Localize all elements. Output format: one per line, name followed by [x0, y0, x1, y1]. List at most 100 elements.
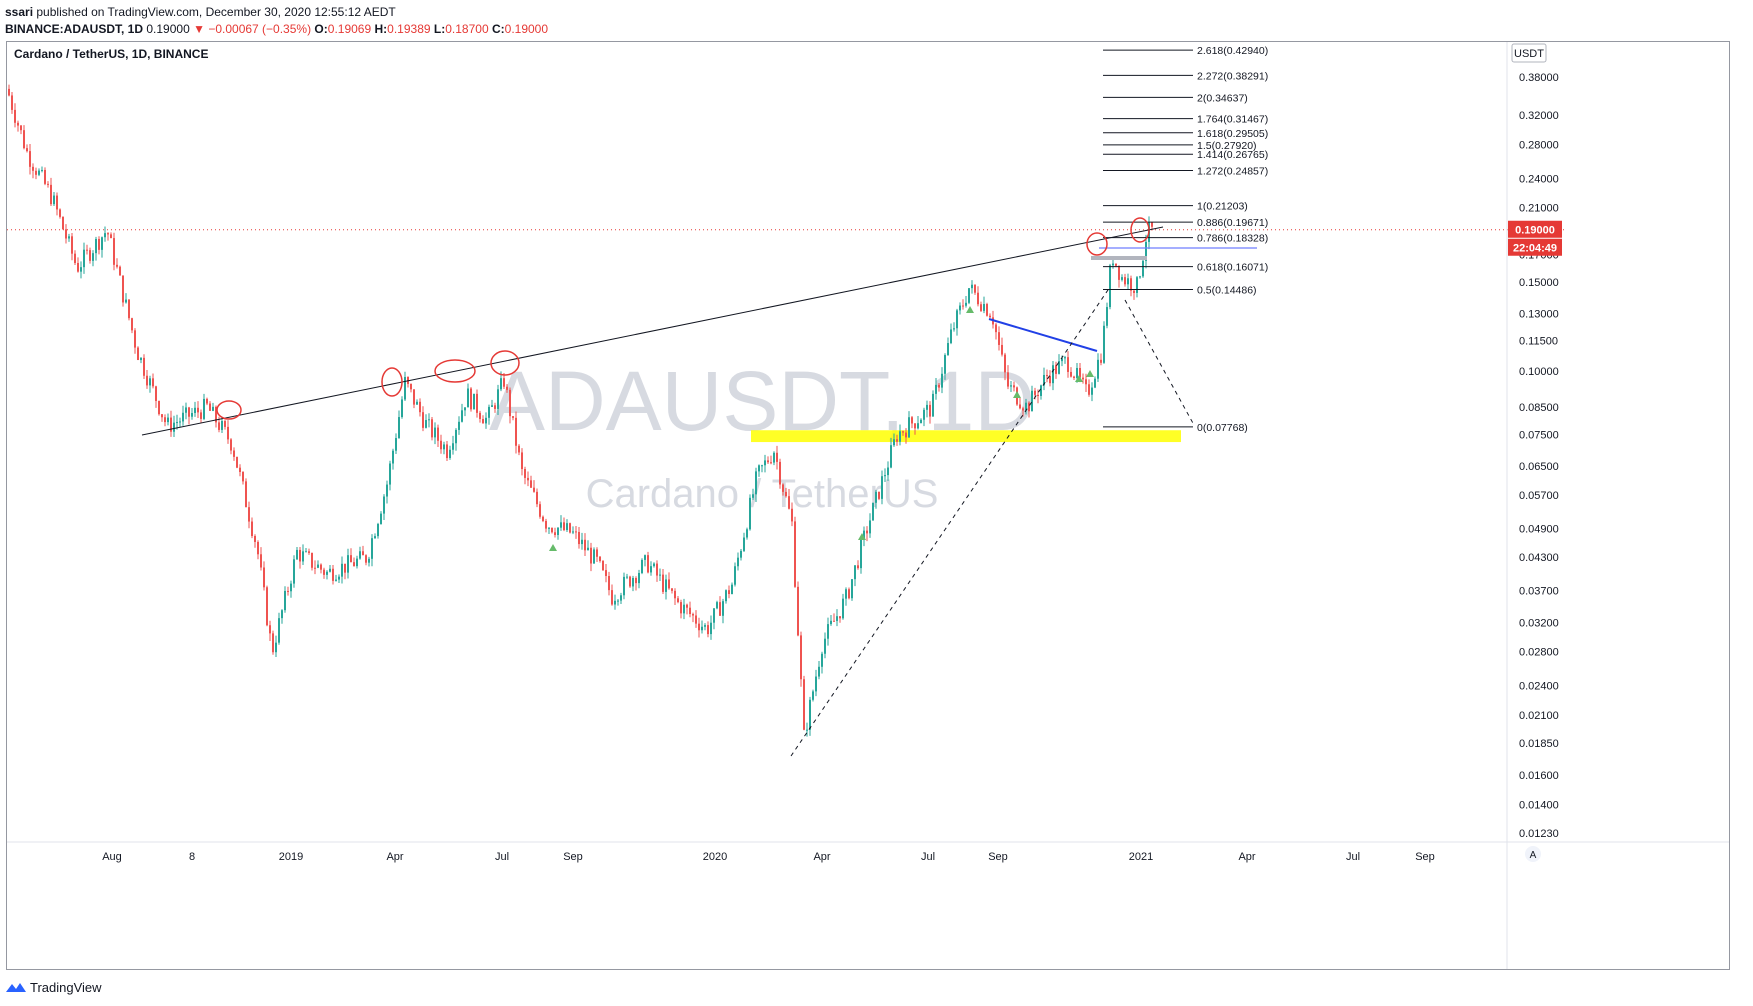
- price-chart[interactable]: ADAUSDT, 1D Cardano / TetherUS 2.618(0.4…: [7, 42, 1729, 969]
- y-tick-label: 0.21000: [1519, 203, 1559, 215]
- auto-scale-button[interactable]: [1525, 846, 1541, 862]
- candle-body: [236, 456, 238, 468]
- candle-body: [680, 602, 682, 614]
- candle-body: [239, 467, 241, 472]
- candle-body: [1130, 278, 1132, 291]
- candle-body: [245, 481, 247, 508]
- candle-body: [536, 491, 538, 505]
- candle-body: [500, 378, 502, 390]
- candle-body: [701, 626, 703, 631]
- candle-body: [1109, 265, 1111, 308]
- candle-body: [764, 460, 766, 466]
- candle-body: [1010, 385, 1012, 387]
- candle-body: [671, 588, 673, 591]
- candle-body: [638, 572, 640, 584]
- candle-body: [413, 389, 415, 405]
- candle-body: [710, 622, 712, 635]
- candle-body: [902, 431, 904, 433]
- candle-body: [269, 625, 271, 634]
- currency-badge[interactable]: [1511, 43, 1547, 63]
- candle-body: [908, 417, 910, 438]
- y-tick-label: 0.03700: [1519, 585, 1559, 597]
- candle-body: [704, 625, 706, 627]
- candle-body: [197, 407, 199, 413]
- candle-body: [320, 564, 322, 570]
- candle-body: [464, 407, 466, 411]
- tradingview-logo[interactable]: TradingView: [6, 980, 102, 995]
- candle-body: [740, 550, 742, 558]
- candle-body: [896, 439, 898, 442]
- candle-body: [17, 122, 19, 126]
- candle-body: [188, 407, 190, 417]
- candle-body: [83, 249, 85, 268]
- candle-body: [38, 170, 40, 175]
- candle-body: [323, 569, 325, 575]
- candle-body: [668, 579, 670, 589]
- candle-body: [251, 521, 253, 536]
- candle-body: [833, 620, 835, 622]
- candle-body: [770, 462, 772, 464]
- x-tick-label: Apr: [813, 851, 830, 863]
- candle-body: [302, 551, 304, 562]
- candle-body: [611, 590, 613, 605]
- candle-body: [113, 238, 115, 265]
- candle-body: [173, 422, 175, 432]
- candle-body: [944, 355, 946, 374]
- candle-body: [542, 516, 544, 521]
- candle-body: [716, 602, 718, 609]
- candle-body: [50, 184, 52, 205]
- x-tick-label: Jul: [1346, 851, 1360, 863]
- price-axis[interactable]: 0.380000.320000.280000.240000.210000.170…: [1519, 72, 1559, 840]
- time-axis[interactable]: Aug 8 2019 Apr Jul Sep 2020 Apr Jul Sep 2021 Apr Jul…: [102, 851, 1435, 863]
- candle-body: [521, 452, 523, 470]
- dashed-projection-down: [1124, 299, 1195, 426]
- candle-body: [839, 616, 841, 619]
- candle-body: [230, 439, 232, 451]
- fib-level-label: 0.786(0.18328): [1197, 233, 1268, 245]
- candle-body: [581, 539, 583, 545]
- close-value: 0.19000: [504, 22, 549, 36]
- y-tick-label: 0.02800: [1519, 647, 1559, 659]
- candle-body: [872, 502, 874, 521]
- touch-point-circle: [1130, 217, 1150, 243]
- fib-level-label: 1.764(0.31467): [1197, 114, 1268, 126]
- candle-body: [731, 584, 733, 595]
- touch-point-circles: [216, 217, 1150, 551]
- candle-body: [974, 284, 976, 293]
- candle-body: [911, 417, 913, 424]
- candle-body: [494, 405, 496, 409]
- fib-level-label: 1.618(0.29505): [1197, 128, 1268, 140]
- candle-body: [95, 238, 97, 254]
- candle-body: [248, 507, 250, 522]
- candle-body: [476, 393, 478, 413]
- candle-body: [59, 209, 61, 217]
- candle-body: [725, 590, 727, 602]
- candle-body: [347, 555, 349, 573]
- candle-body: [719, 602, 721, 616]
- candle-body: [8, 88, 10, 96]
- candle-body: [122, 275, 124, 303]
- candle-body: [932, 393, 934, 417]
- y-tick-label: 0.13000: [1519, 308, 1559, 320]
- candle-body: [359, 551, 361, 559]
- candle-body: [626, 576, 628, 578]
- auto-scale-label: A: [1530, 850, 1537, 861]
- candle-body: [524, 469, 526, 478]
- candle-body: [353, 562, 355, 567]
- candle-body: [434, 427, 436, 438]
- chart-frame[interactable]: ADAUSDT, 1D Cardano / TetherUS 2.618(0.4…: [6, 41, 1730, 970]
- candle-body: [281, 610, 283, 619]
- candle-body: [152, 378, 154, 387]
- open-value: 0.19069: [327, 22, 372, 36]
- candle-body: [548, 527, 550, 529]
- candle-body: [953, 328, 955, 330]
- candle-body: [1019, 404, 1021, 409]
- candle-body: [419, 401, 421, 413]
- candle-body: [1049, 376, 1051, 384]
- candle-body: [569, 523, 571, 533]
- candle-body: [695, 615, 697, 624]
- candle-body: [905, 432, 907, 438]
- candle-body: [20, 125, 22, 131]
- x-tick-label: Jul: [495, 851, 509, 863]
- candle-body: [44, 169, 46, 184]
